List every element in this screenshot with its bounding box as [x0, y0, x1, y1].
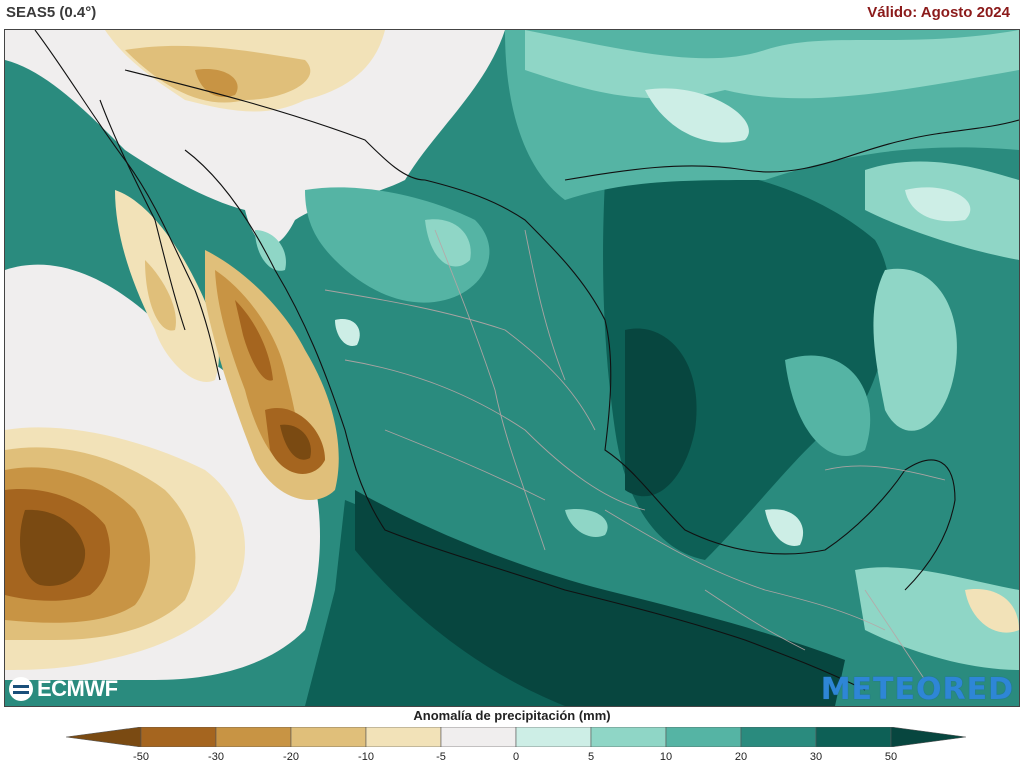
coastlines [34, 30, 1019, 691]
colorbar-tick-label: 5 [587, 751, 595, 763]
model-title: SEAS5 (0.4°) [6, 4, 97, 21]
colorbar-cell [440, 727, 517, 747]
ecmwf-logo-icon [9, 677, 33, 701]
state-borders [324, 229, 946, 681]
meteored-logo: METEORED [820, 672, 1014, 707]
colorbar-cell [590, 727, 667, 747]
colorbar-tick-label: 20 [734, 751, 748, 763]
colorbar-tick-label: -20 [283, 751, 299, 763]
colorbar-tick-label: 0 [512, 751, 520, 763]
colorbar-cell [215, 727, 292, 747]
colorbar-tick-label: -30 [208, 751, 224, 763]
colorbar-tick-label: -50 [133, 751, 149, 763]
colorbar-cell [740, 727, 817, 747]
colorbar-tick-label: 50 [884, 751, 898, 763]
neutral-zone-north [5, 30, 505, 246]
colorbar-tick-label: 30 [809, 751, 823, 763]
valid-date: Válido: Agosto 2024 [867, 4, 1010, 21]
colorbar [66, 727, 966, 747]
ecmwf-logo: ECMWF [9, 676, 118, 701]
colorbar-arrow-right [890, 727, 966, 747]
colorbar-tick-label: -5 [436, 751, 446, 763]
colorbar-cell [140, 727, 217, 747]
ecmwf-logo-text: ECMWF [37, 676, 118, 701]
colorbar-cell [665, 727, 742, 747]
southern-coast-wet [355, 490, 845, 706]
colorbar-cell [815, 727, 892, 747]
colorbar-labels: -50 -30 -20 -10 -5 0 5 10 20 30 50 [0, 751, 1024, 765]
colorbar-arrow-left [66, 727, 142, 747]
colorbar-cell [290, 727, 367, 747]
legend-title: Anomalía de precipitación (mm) [413, 708, 611, 723]
colorbar-cell [515, 727, 592, 747]
colorbar-tick-label: 10 [659, 751, 673, 763]
colorbar-cell [365, 727, 442, 747]
anomaly-map [4, 29, 1020, 707]
colorbar-tick-label: -10 [358, 751, 374, 763]
